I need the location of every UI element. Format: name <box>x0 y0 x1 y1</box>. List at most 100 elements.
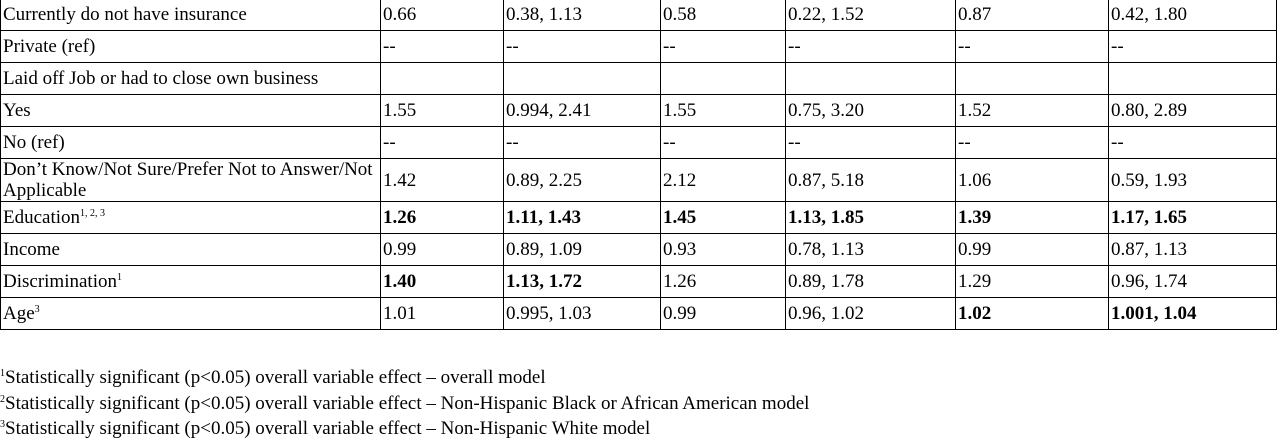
table-cell: 1.11, 1.43 <box>503 201 661 234</box>
table-cell: 0.96, 1.74 <box>1108 265 1277 298</box>
footnote-text: Statistically significant (p<0.05) overa… <box>5 418 651 439</box>
footnote-mark: 2 <box>0 393 5 405</box>
table-cell: 0.75, 3.20 <box>785 94 956 127</box>
row-label: Income <box>0 233 381 266</box>
table-cell: 1.52 <box>955 94 1109 127</box>
table-cell: 0.89, 1.09 <box>503 233 661 266</box>
row-label-text: Don’t Know/Not Sure/Prefer Not to Answer… <box>3 159 373 201</box>
table-row: Don’t Know/Not Sure/Prefer Not to Answer… <box>0 158 1277 202</box>
table-cell: 1.02 <box>955 297 1109 330</box>
table-cell: 0.80, 2.89 <box>1108 94 1277 127</box>
table-cell: 1.01 <box>380 297 504 330</box>
row-label: Don’t Know/Not Sure/Prefer Not to Answer… <box>0 158 381 202</box>
table-cell: 0.89, 1.78 <box>785 265 956 298</box>
table-cell: -- <box>785 30 956 63</box>
empty-cell <box>785 62 956 95</box>
table-cell: 0.994, 2.41 <box>503 94 661 127</box>
table-cell: -- <box>955 30 1109 63</box>
row-label: Currently do not have insurance <box>0 0 381 31</box>
table-cell: 0.87, 1.13 <box>1108 233 1277 266</box>
footnote-mark: 3 <box>0 419 5 430</box>
table-cell: 0.87 <box>955 0 1109 31</box>
row-label: Discrimination1 <box>0 265 381 298</box>
table-row: Laid off Job or had to close own busines… <box>0 62 1277 95</box>
table-row: Income 0.99 0.89, 1.09 0.93 0.78, 1.13 0.99 0.… <box>0 233 1277 266</box>
table-cell: 1.26 <box>380 201 504 234</box>
table-cell: 1.13, 1.72 <box>503 265 661 298</box>
table-cell: 1.40 <box>380 265 504 298</box>
table-cell: 1.39 <box>955 201 1109 234</box>
table-cell: 0.66 <box>380 0 504 31</box>
row-label-text: Laid off Job or had to close own busines… <box>3 68 319 89</box>
empty-cell <box>660 62 786 95</box>
table-cell: -- <box>785 126 956 159</box>
table-cell: 1.06 <box>955 158 1109 202</box>
row-label-text: Currently do not have insurance <box>3 4 247 25</box>
table-row: Yes 1.55 0.994, 2.41 1.55 0.75, 3.20 1.52 0.80… <box>0 94 1277 127</box>
table-cell: -- <box>660 126 786 159</box>
table-cell: -- <box>503 126 661 159</box>
table-row: Currently do not have insurance 0.66 0.38,… <box>0 0 1277 31</box>
table-cell: 0.995, 1.03 <box>503 297 661 330</box>
results-table: Currently do not have insurance 0.66 0.38,… <box>0 0 1277 330</box>
footnotes: 1Statistically significant (p<0.05) over… <box>0 365 809 442</box>
footnote-text: Statistically significant (p<0.05) overa… <box>5 392 810 414</box>
table-cell: -- <box>1108 126 1277 159</box>
table-cell: 0.99 <box>955 233 1109 266</box>
table-cell: 0.58 <box>660 0 786 31</box>
empty-cell <box>955 62 1109 95</box>
row-label-text: Yes <box>3 100 31 121</box>
table-cell: 0.99 <box>660 297 786 330</box>
table-cell: 2.12 <box>660 158 786 202</box>
table-cell: 1.45 <box>660 201 786 234</box>
table-row: Age3 1.01 0.995, 1.03 0.99 0.96, 1.02 1.02 1.0… <box>0 297 1277 330</box>
footnote-ref: 1 <box>116 272 122 283</box>
table-cell: 1.42 <box>380 158 504 202</box>
table-cell: 1.29 <box>955 265 1109 298</box>
table-cell: 0.99 <box>380 233 504 266</box>
table-row: Education1, 2, 3 1.26 1.11, 1.43 1.45 1.13, … <box>0 201 1277 234</box>
table-cell: 1.001, 1.04 <box>1108 297 1277 330</box>
row-label: Age3 <box>0 297 381 330</box>
row-label-text: Age <box>3 303 35 324</box>
table-cell: 1.55 <box>660 94 786 127</box>
footnote-text: Statistically significant (p<0.05) overa… <box>5 367 546 388</box>
footnote-ref: 1, 2, 3 <box>80 208 106 219</box>
table-cell: -- <box>380 30 504 63</box>
footnote: 2Statistically significant (p<0.05) over… <box>0 391 809 417</box>
table-cell: -- <box>955 126 1109 159</box>
table-cell: 0.22, 1.52 <box>785 0 956 31</box>
row-label-text: No (ref) <box>3 132 65 153</box>
table-cell: 1.13, 1.85 <box>785 201 956 234</box>
table-row: Private (ref) -- -- -- -- -- -- <box>0 30 1277 63</box>
table-cell: 0.89, 2.25 <box>503 158 661 202</box>
row-label-text: Private (ref) <box>3 36 96 57</box>
table-cell: 1.17, 1.65 <box>1108 201 1277 234</box>
table-cell: 1.55 <box>380 94 504 127</box>
table-body: Currently do not have insurance 0.66 0.38,… <box>0 0 1277 330</box>
table-cell: -- <box>1108 30 1277 63</box>
table-cell: 0.96, 1.02 <box>785 297 956 330</box>
row-label: Private (ref) <box>0 30 381 63</box>
table-cell: 0.59, 1.93 <box>1108 158 1277 202</box>
table-cell: -- <box>660 30 786 63</box>
row-label: Education1, 2, 3 <box>0 201 381 234</box>
row-label: Yes <box>0 94 381 127</box>
row-label-text: Education <box>3 207 81 228</box>
row-label: Laid off Job or had to close own busines… <box>0 62 381 95</box>
table-cell: 0.42, 1.80 <box>1108 0 1277 31</box>
footnote: 1Statistically significant (p<0.05) over… <box>0 365 809 391</box>
table-cell: -- <box>503 30 661 63</box>
table-cell: 0.93 <box>660 233 786 266</box>
table-cell: 0.78, 1.13 <box>785 233 956 266</box>
table-cell: 1.26 <box>660 265 786 298</box>
empty-cell <box>503 62 661 95</box>
table-row: Discrimination1 1.40 1.13, 1.72 1.26 0.89, 1… <box>0 265 1277 298</box>
empty-cell <box>1108 62 1277 95</box>
row-label-text: Discrimination <box>3 271 117 292</box>
table-cell: 0.87, 5.18 <box>785 158 956 202</box>
row-label: No (ref) <box>0 126 381 159</box>
table-cell: -- <box>380 126 504 159</box>
footnote-mark: 1 <box>0 368 5 379</box>
